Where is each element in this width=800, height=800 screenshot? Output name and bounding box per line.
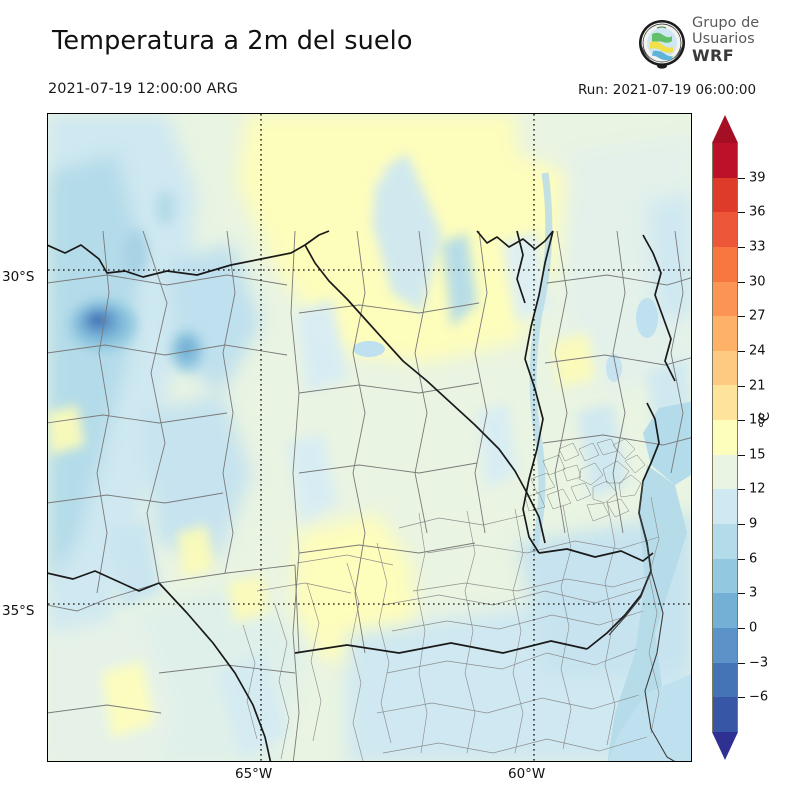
colorbar-tick-label-39: 39	[749, 170, 766, 186]
colorbar-band-7	[713, 385, 737, 421]
colorbar-band-2	[713, 212, 737, 247]
colorbar-band-4	[713, 281, 737, 317]
colorbar-tick-label-9: 9	[749, 516, 758, 532]
colorbar-tick-−6	[738, 697, 745, 699]
colorbar-band-15	[713, 662, 737, 698]
colorbar-tick-39	[738, 177, 745, 179]
valid-time-label: 2021-07-19 12:00:00 ARG	[48, 81, 238, 97]
colorbar-tick-label-30: 30	[749, 274, 766, 290]
lat-tick-35s: 35°S	[2, 603, 35, 619]
colorbar-tick-12	[738, 489, 745, 491]
lon-tick-65w: 65°W	[235, 766, 273, 782]
logo-line-1: Grupo de	[692, 15, 760, 31]
colorbar-tick-label-33: 33	[749, 239, 766, 255]
colorbar-tick-label-−6: −6	[749, 689, 769, 705]
wrf-globe-seal-icon	[636, 18, 688, 70]
colorbar-band-6	[713, 350, 737, 386]
colorbar-unit-label: °C	[757, 411, 774, 429]
colorbar-band-8	[713, 420, 737, 455]
run-time-label: Run: 2021-07-19 06:00:00	[578, 82, 757, 98]
colorbar-band-13	[713, 593, 737, 628]
colorbar-tick-36	[738, 212, 745, 214]
colorbar-tick-15	[738, 454, 745, 456]
logo-line-2: Usuarios	[692, 31, 755, 47]
colorbar-tick-label-3: 3	[749, 585, 758, 601]
colorbar-band-14	[713, 627, 737, 663]
lat-tick-30s: 30°S	[2, 269, 35, 285]
colorbar-band-0	[713, 143, 737, 178]
colorbar-tick-label-0: 0	[749, 620, 758, 636]
colorbar[interactable]: 39 36 33 30 27 24 21 18 15 12 9 6 3 0 −3 −6	[712, 115, 768, 760]
colorbar-tick-label-24: 24	[749, 343, 766, 359]
colorbar-tick-label-6: 6	[749, 551, 758, 567]
logo-wordmark: Grupo de Usuarios WRF	[692, 15, 794, 65]
colorbar-tick-label-27: 27	[749, 308, 766, 324]
colorbar-tick-label-36: 36	[749, 204, 766, 220]
logo-line-3: WRF	[692, 46, 735, 65]
colorbar-tick-33	[738, 246, 745, 248]
colorbar-tick-label-15: 15	[749, 447, 766, 463]
colorbar-tick-24	[738, 350, 745, 352]
colorbar-band-9	[713, 454, 737, 490]
colorbar-band-10	[713, 489, 737, 525]
temperature-field	[48, 114, 691, 761]
colorbar-tick-21	[738, 385, 745, 387]
colorbar-tick-label-−3: −3	[749, 655, 769, 671]
colorbar-band-11	[713, 524, 737, 559]
colorbar-tick-18	[738, 420, 745, 422]
colorbar-tick-−3	[738, 662, 745, 664]
colorbar-under-arrow	[712, 732, 738, 760]
colorbar-band-12	[713, 558, 737, 594]
colorbar-gradient	[712, 143, 738, 732]
colorbar-tick-3	[738, 593, 745, 595]
colorbar-band-3	[713, 246, 737, 282]
colorbar-band-5	[713, 316, 737, 351]
colorbar-tick-label-21: 21	[749, 378, 766, 394]
colorbar-tick-30	[738, 281, 745, 283]
lon-tick-60w: 60°W	[508, 766, 546, 782]
wrf-user-group-logo: Grupo de Usuarios WRF	[636, 15, 794, 74]
colorbar-band-16	[713, 697, 737, 732]
colorbar-over-arrow	[712, 115, 738, 143]
colorbar-tick-27	[738, 316, 745, 318]
temperature-map-canvas[interactable]	[47, 113, 692, 762]
colorbar-tick-label-18: 18	[749, 412, 766, 428]
page-title: Temperatura a 2m del suelo	[52, 26, 413, 56]
colorbar-tick-label-12: 12	[749, 481, 766, 497]
colorbar-band-1	[713, 177, 737, 213]
colorbar-tick-6	[738, 558, 745, 560]
colorbar-tick-0	[738, 628, 745, 630]
colorbar-tick-9	[738, 524, 745, 526]
